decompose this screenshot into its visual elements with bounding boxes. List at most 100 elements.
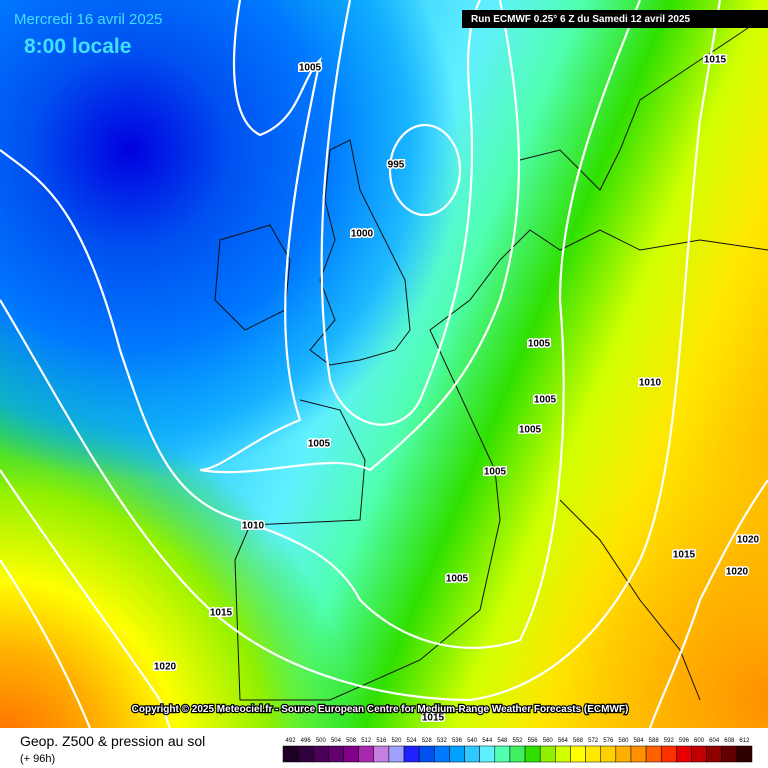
scale-swatch	[358, 745, 375, 763]
isobar-label: 1020	[154, 662, 177, 673]
scale-label: 560	[543, 738, 554, 744]
run-label: Run ECMWF 0.25° 6 Z du Samedi 12 avril 2…	[471, 14, 691, 25]
isobar-label: 1005	[446, 574, 469, 585]
isobar-label: 995	[388, 160, 405, 171]
scale-swatch	[449, 745, 465, 763]
isobar-label: 1015	[704, 55, 727, 66]
scale-label: 572	[588, 738, 599, 744]
scale-label: 528	[422, 738, 433, 744]
scale-swatch	[645, 745, 662, 763]
scale-label: 512	[361, 738, 372, 744]
scale-swatch	[343, 745, 359, 763]
scale-swatch	[539, 745, 556, 763]
coast-continent	[234, 229, 768, 701]
scale-swatch	[524, 745, 541, 763]
scale-swatch	[706, 745, 722, 763]
coast-italy	[559, 499, 701, 701]
map-time: 8:00 locale	[24, 35, 131, 58]
scale-swatch	[418, 745, 435, 763]
scale-swatch	[434, 745, 450, 763]
isobar-label: 1005	[519, 425, 542, 436]
isobar-label: 1020	[737, 535, 760, 546]
color-scale: 492 496 500 504 508 512 516 520 524 528 532 536 540 5…	[282, 738, 753, 763]
isobars	[0, 0, 768, 728]
scale-label: 556	[528, 738, 539, 744]
isobar-label: 1005	[484, 467, 507, 478]
isobar-label: 1010	[242, 521, 265, 532]
scale-label: 588	[649, 738, 660, 744]
scale-label: 516	[376, 738, 387, 744]
map-date: Mercredi 16 avril 2025	[14, 11, 162, 28]
isobar-label: 1020	[726, 567, 749, 578]
scale-swatch	[297, 745, 314, 763]
scale-swatch	[585, 745, 601, 763]
scale-label: 604	[709, 738, 720, 744]
isobar-label: 1005	[528, 339, 551, 350]
scale-label: 496	[301, 738, 312, 744]
scale-swatch	[494, 745, 511, 763]
scale-swatch	[721, 745, 738, 763]
scale-swatch	[736, 745, 753, 763]
field-low	[0, 0, 768, 728]
isobar-label: 1015	[422, 713, 445, 724]
isobar	[0, 0, 640, 648]
scale-label: 532	[437, 738, 448, 744]
isobar-label: 1005	[534, 395, 557, 406]
isobar	[0, 469, 172, 729]
run-box	[462, 10, 768, 28]
scale-label: 564	[558, 738, 569, 744]
scale-label: 536	[452, 738, 463, 744]
scale-swatch	[479, 745, 496, 763]
scale-swatch	[630, 745, 647, 763]
isobar-label: 1005	[299, 63, 322, 74]
scale-label: 500	[316, 738, 327, 744]
scale-label: 508	[346, 738, 357, 744]
scale-swatch	[373, 745, 390, 763]
footer-title: Geop. Z500 & pression au sol	[20, 733, 205, 749]
scale-swatch	[509, 745, 526, 763]
scale-swatch	[464, 745, 480, 763]
isobar-label: 1010	[639, 378, 662, 389]
isobar-label: 1015	[210, 608, 233, 619]
scale-label: 544	[482, 738, 493, 744]
scale-label: 612	[739, 738, 750, 744]
scale-swatch	[615, 745, 632, 763]
coast-scandinavia	[519, 19, 761, 191]
scale-label: 608	[724, 738, 735, 744]
scale-label: 520	[391, 738, 402, 744]
coast-britain	[309, 139, 411, 366]
scale-swatch	[388, 745, 405, 763]
isobar-labels: 1005 995 1000 1005 1010 1005 1005 1005 1005 1010 1…	[152, 53, 761, 725]
scale-label: 552	[512, 738, 523, 744]
isobar	[0, 0, 720, 700]
scale-label: 548	[497, 738, 508, 744]
scale-label: 540	[467, 738, 478, 744]
scale-swatch	[570, 745, 586, 763]
scale-label: 568	[573, 738, 584, 744]
scale-label: 576	[603, 738, 614, 744]
scale-label: 592	[664, 738, 675, 744]
scale-swatch	[403, 745, 420, 763]
scale-label: 580	[618, 738, 629, 744]
isobar-label: 1005	[308, 439, 331, 450]
scale-label: 504	[331, 738, 342, 744]
scale-swatch	[282, 745, 299, 763]
footer-lead: (+ 96h)	[20, 753, 55, 765]
isobar	[199, 0, 521, 474]
isobar	[0, 559, 92, 729]
scale-label: 584	[634, 738, 645, 744]
scale-swatch	[555, 745, 571, 763]
scale-label: 600	[694, 738, 705, 744]
isobar	[648, 479, 768, 729]
isobar	[320, 0, 481, 426]
scale-swatch	[313, 745, 329, 763]
scale-label: 524	[407, 738, 418, 744]
isobar-label: 1000	[351, 229, 374, 240]
scale-swatch	[691, 745, 707, 763]
isobar-label: 1015	[673, 550, 696, 561]
scale-swatch	[600, 745, 617, 763]
scale-swatch	[676, 745, 692, 763]
scale-label: 596	[679, 738, 690, 744]
isobar	[388, 123, 462, 217]
